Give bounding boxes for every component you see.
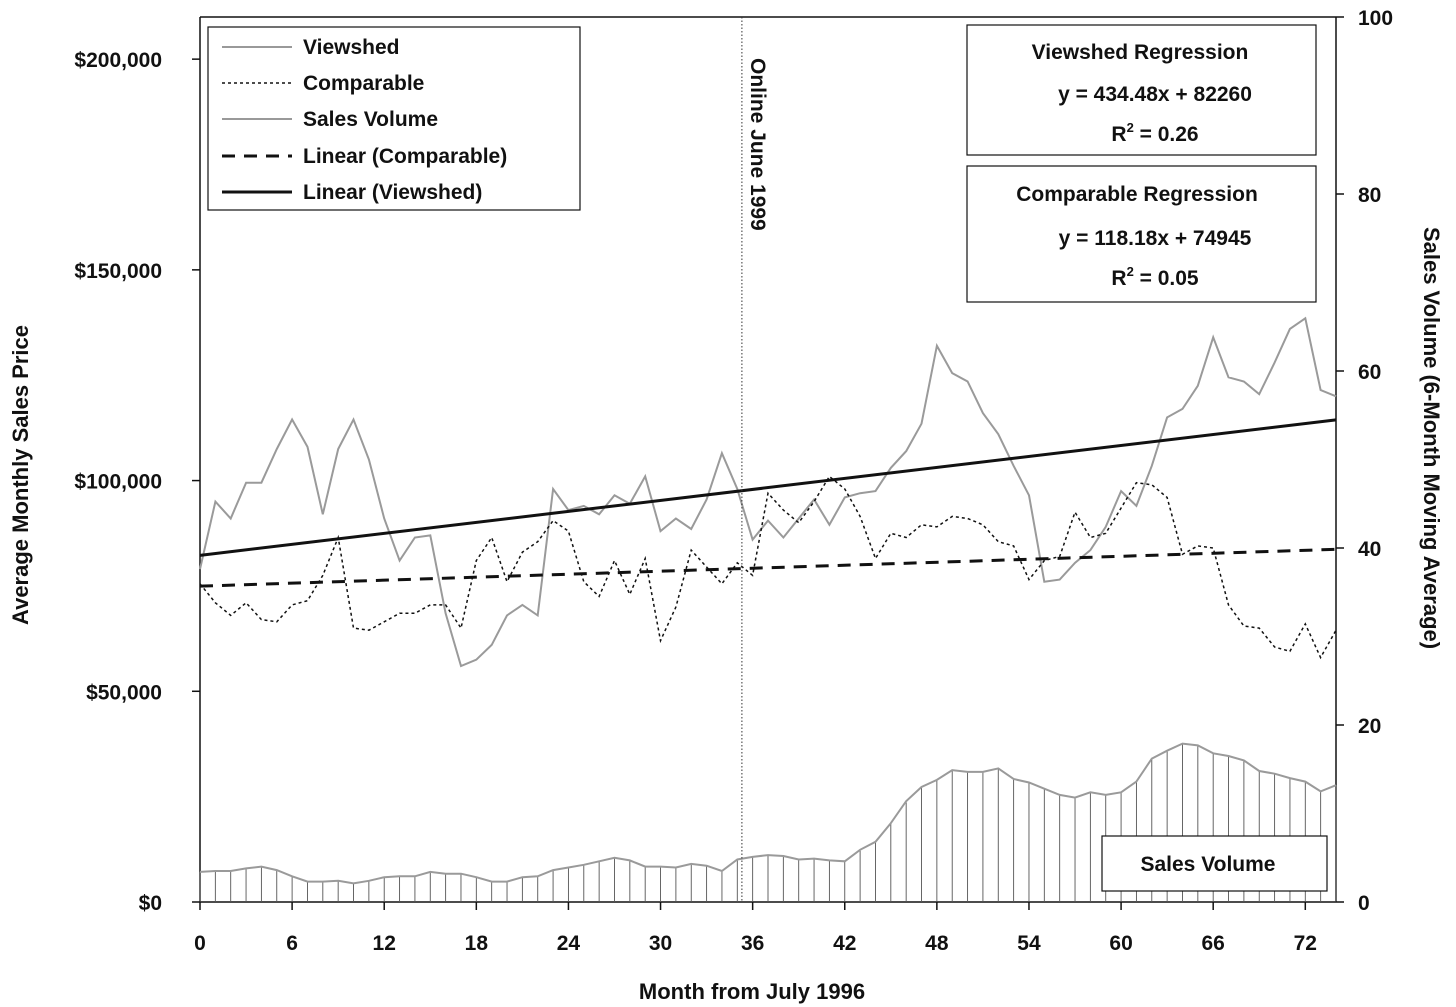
y-tick-label: $150,000 [74, 260, 162, 283]
y-axis-right-title: Sales Volume (6-Month Moving Average) [1419, 227, 1444, 649]
x-tick-label: 24 [557, 932, 581, 955]
x-tick-label: 30 [649, 932, 672, 955]
viewshed-r2-value: = 0.26 [1134, 123, 1199, 146]
x-tick-label: 66 [1202, 932, 1225, 955]
viewshed-regression-box: Viewshed Regression y = 434.48x + 82260 … [966, 24, 1317, 156]
comparable-regression-equation: y = 118.18x + 74945 [1059, 227, 1252, 250]
linear-viewshed-line [199, 418, 1337, 557]
x-tick-label: 12 [373, 932, 396, 955]
y-tick-label: $0 [139, 892, 162, 915]
sales-volume-label-box: Sales Volume [1101, 835, 1328, 892]
comparable-r2-exponent: 2 [1127, 264, 1134, 279]
linear-comparable-line [199, 547, 1337, 588]
y2-tick-label: 0 [1358, 892, 1370, 915]
legend-label-sales-volume: Sales Volume [303, 108, 438, 131]
y2-tick-label: 100 [1358, 7, 1393, 30]
sales-volume-line [199, 742, 1337, 885]
x-tick-label: 18 [465, 932, 489, 955]
y-tick-label: $200,000 [74, 49, 162, 72]
viewshed-r2-exponent: 2 [1127, 120, 1134, 135]
comparable-regression-title: Comparable Regression [1016, 183, 1258, 206]
x-tick-label: 54 [1017, 932, 1041, 955]
viewshed-regression-frame [966, 24, 1317, 156]
x-tick-label: 36 [741, 932, 764, 955]
comparable-r2-prefix: R [1111, 267, 1126, 290]
comparable-regression-box: Comparable Regression y = 118.18x + 7494… [966, 165, 1317, 303]
y2-tick-label: 40 [1358, 538, 1381, 561]
comparable-regression-r2: R2 = 0.05 [1111, 264, 1199, 290]
axis-ticks: 0 6 12 18 24 30 36 42 48 54 60 66 72 $0 $50,000 $100,00… [74, 7, 1393, 955]
sales-volume-label-frame [1101, 835, 1328, 892]
y-tick-label: $50,000 [86, 681, 162, 704]
x-tick-label: 6 [286, 932, 298, 955]
y-tick-label: $100,000 [74, 471, 162, 494]
online-annotation: Online June 1999 [741, 17, 769, 902]
series-layer [199, 316, 1337, 885]
viewshed-regression-r2: R2 = 0.26 [1111, 120, 1198, 146]
x-tick-label: 60 [1109, 932, 1132, 955]
legend-label-linear-viewshed: Linear (Viewshed) [303, 181, 482, 204]
viewshed-r2-prefix: R [1111, 123, 1126, 146]
comparable-r2-value: = 0.05 [1134, 267, 1199, 290]
legend: Viewshed Comparable Sales Volume Linear … [207, 26, 581, 211]
x-tick-label: 42 [833, 932, 856, 955]
comparable-regression-frame [966, 165, 1317, 303]
x-tick-label: 48 [925, 932, 949, 955]
legend-label-linear-comparable: Linear (Comparable) [303, 145, 507, 168]
y-axis-left-title: Average Monthly Sales Price [8, 325, 33, 625]
sales-volume-label-text: Sales Volume [1140, 853, 1275, 876]
viewshed-regression-title: Viewshed Regression [1032, 41, 1249, 64]
legend-label-viewshed: Viewshed [303, 36, 400, 59]
x-axis-title: Month from July 1996 [639, 979, 865, 1004]
legend-label-comparable: Comparable [303, 72, 424, 95]
online-marker-label: Online June 1999 [746, 58, 769, 231]
y2-tick-label: 60 [1358, 361, 1381, 384]
y2-tick-label: 20 [1358, 715, 1381, 738]
y2-tick-label: 80 [1358, 184, 1381, 207]
x-tick-label: 72 [1294, 932, 1317, 955]
x-tick-label: 0 [194, 932, 206, 955]
viewshed-regression-equation: y = 434.48x + 82260 [1058, 83, 1252, 106]
comparable-line [199, 475, 1337, 660]
